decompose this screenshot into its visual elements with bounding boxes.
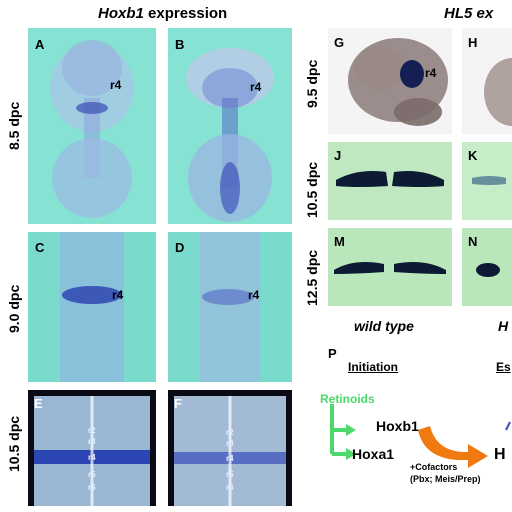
panel-a-r4: r4 [110,78,122,92]
panel-letter-h: H [468,35,478,50]
panel-e-r2: r2 [88,426,96,435]
section-m-illustration [334,262,446,274]
regulation-diagram [330,404,511,468]
embryo-h-illustration [484,58,512,126]
panel-letter-g: G [334,35,345,50]
panel-letter-k: K [468,148,478,163]
hindbrain-f-illustration [174,396,286,506]
embryo-d-illustration [200,232,260,382]
section-k-illustration [472,176,506,185]
panel-e-r3: r3 [88,437,96,446]
right-genotype-label-cut: H [498,318,509,334]
hoxa1-label: Hoxa1 [352,446,395,462]
panel-g-image: G r4 [328,28,452,134]
panel-n-image: N [462,228,512,306]
stage-label-8-5: 8.5 dpc [6,101,22,150]
cofactors-label-line1: +Cofactors [410,462,458,472]
panel-d-image: D r4 [168,232,292,382]
wild-type-label: wild type [354,318,414,334]
panel-d-r4: r4 [248,288,260,302]
embryo-c-illustration [60,232,124,382]
panel-letter-f: F [174,396,182,411]
panel-e-r6: r6 [88,483,96,492]
panel-c-r4: r4 [112,288,124,302]
panel-letter-p: P [328,346,337,361]
panel-f-r6: r6 [226,483,234,492]
panel-letter-n: N [468,234,478,249]
left-heading-rest: expression [143,5,228,22]
panel-letter-e: E [34,396,43,411]
panel-f-r3: r3 [226,439,234,448]
panel-f-image: F r2 r3 r4 r5 r6 [168,390,292,506]
section-j-illustration [328,142,452,220]
panel-letter-m: M [334,234,345,249]
panel-f-r5: r5 [226,470,234,479]
panel-h-image: H [462,28,512,134]
panel-f-r2: r2 [226,428,234,437]
panel-b-r4: r4 [250,80,262,94]
cofactors-label-line2: (Pbx; Meis/Prep) [410,474,481,484]
panel-letter-c: C [35,240,45,255]
stage-label-10-5-left: 10.5 dpc [6,415,22,472]
panel-a-image: A r4 [28,28,156,224]
cofactor-arrow [418,426,488,468]
retinoid-arrowhead-hoxb1 [346,424,356,436]
retinoids-label: Retinoids [320,392,375,406]
blue-tick-mark [505,421,511,431]
left-heading-gene: Hoxb1 [98,5,144,22]
initiation-label: Initiation [348,360,398,374]
panel-letter-a: A [35,37,45,52]
panel-letter-j: J [334,148,342,163]
right-heading-gene: HL5 ex [444,5,494,22]
panel-e-image: E r2 r3 r4 r5 r6 [28,390,156,506]
stage-label-10-5-right: 10.5 dpc [304,161,320,218]
panel-e-r4: r4 [88,453,96,462]
stage-label-9-5: 9.5 dpc [304,59,320,108]
panel-g-r4: r4 [425,66,437,80]
panel-c-image: C r4 [28,232,156,382]
target-label-cut: H [494,446,506,463]
panel-k-image: K [462,142,512,220]
hindbrain-e-illustration [34,396,150,506]
panel-f-r4: r4 [226,454,234,463]
section-n-illustration [476,263,500,277]
establishment-label-cut: Es [496,360,511,374]
panel-letter-b: B [175,37,185,52]
stage-label-12-5: 12.5 dpc [304,249,320,306]
embryo-a-illustration [50,40,134,218]
panel-letter-d: D [175,240,185,255]
panel-j-image: J [328,142,452,220]
panel-b-image: B r4 [168,28,292,224]
left-heading: Hoxb1 expression [98,5,227,22]
retinoid-arrowhead-hoxa1 [346,448,356,460]
hoxb1-label: Hoxb1 [376,418,419,434]
stage-label-9-0: 9.0 dpc [6,284,22,333]
embryo-b-illustration [186,48,274,222]
right-heading: HL5 ex [444,5,493,22]
panel-e-r5: r5 [88,470,96,479]
panel-m-image: M [328,228,452,306]
embryo-g-illustration [348,38,448,126]
